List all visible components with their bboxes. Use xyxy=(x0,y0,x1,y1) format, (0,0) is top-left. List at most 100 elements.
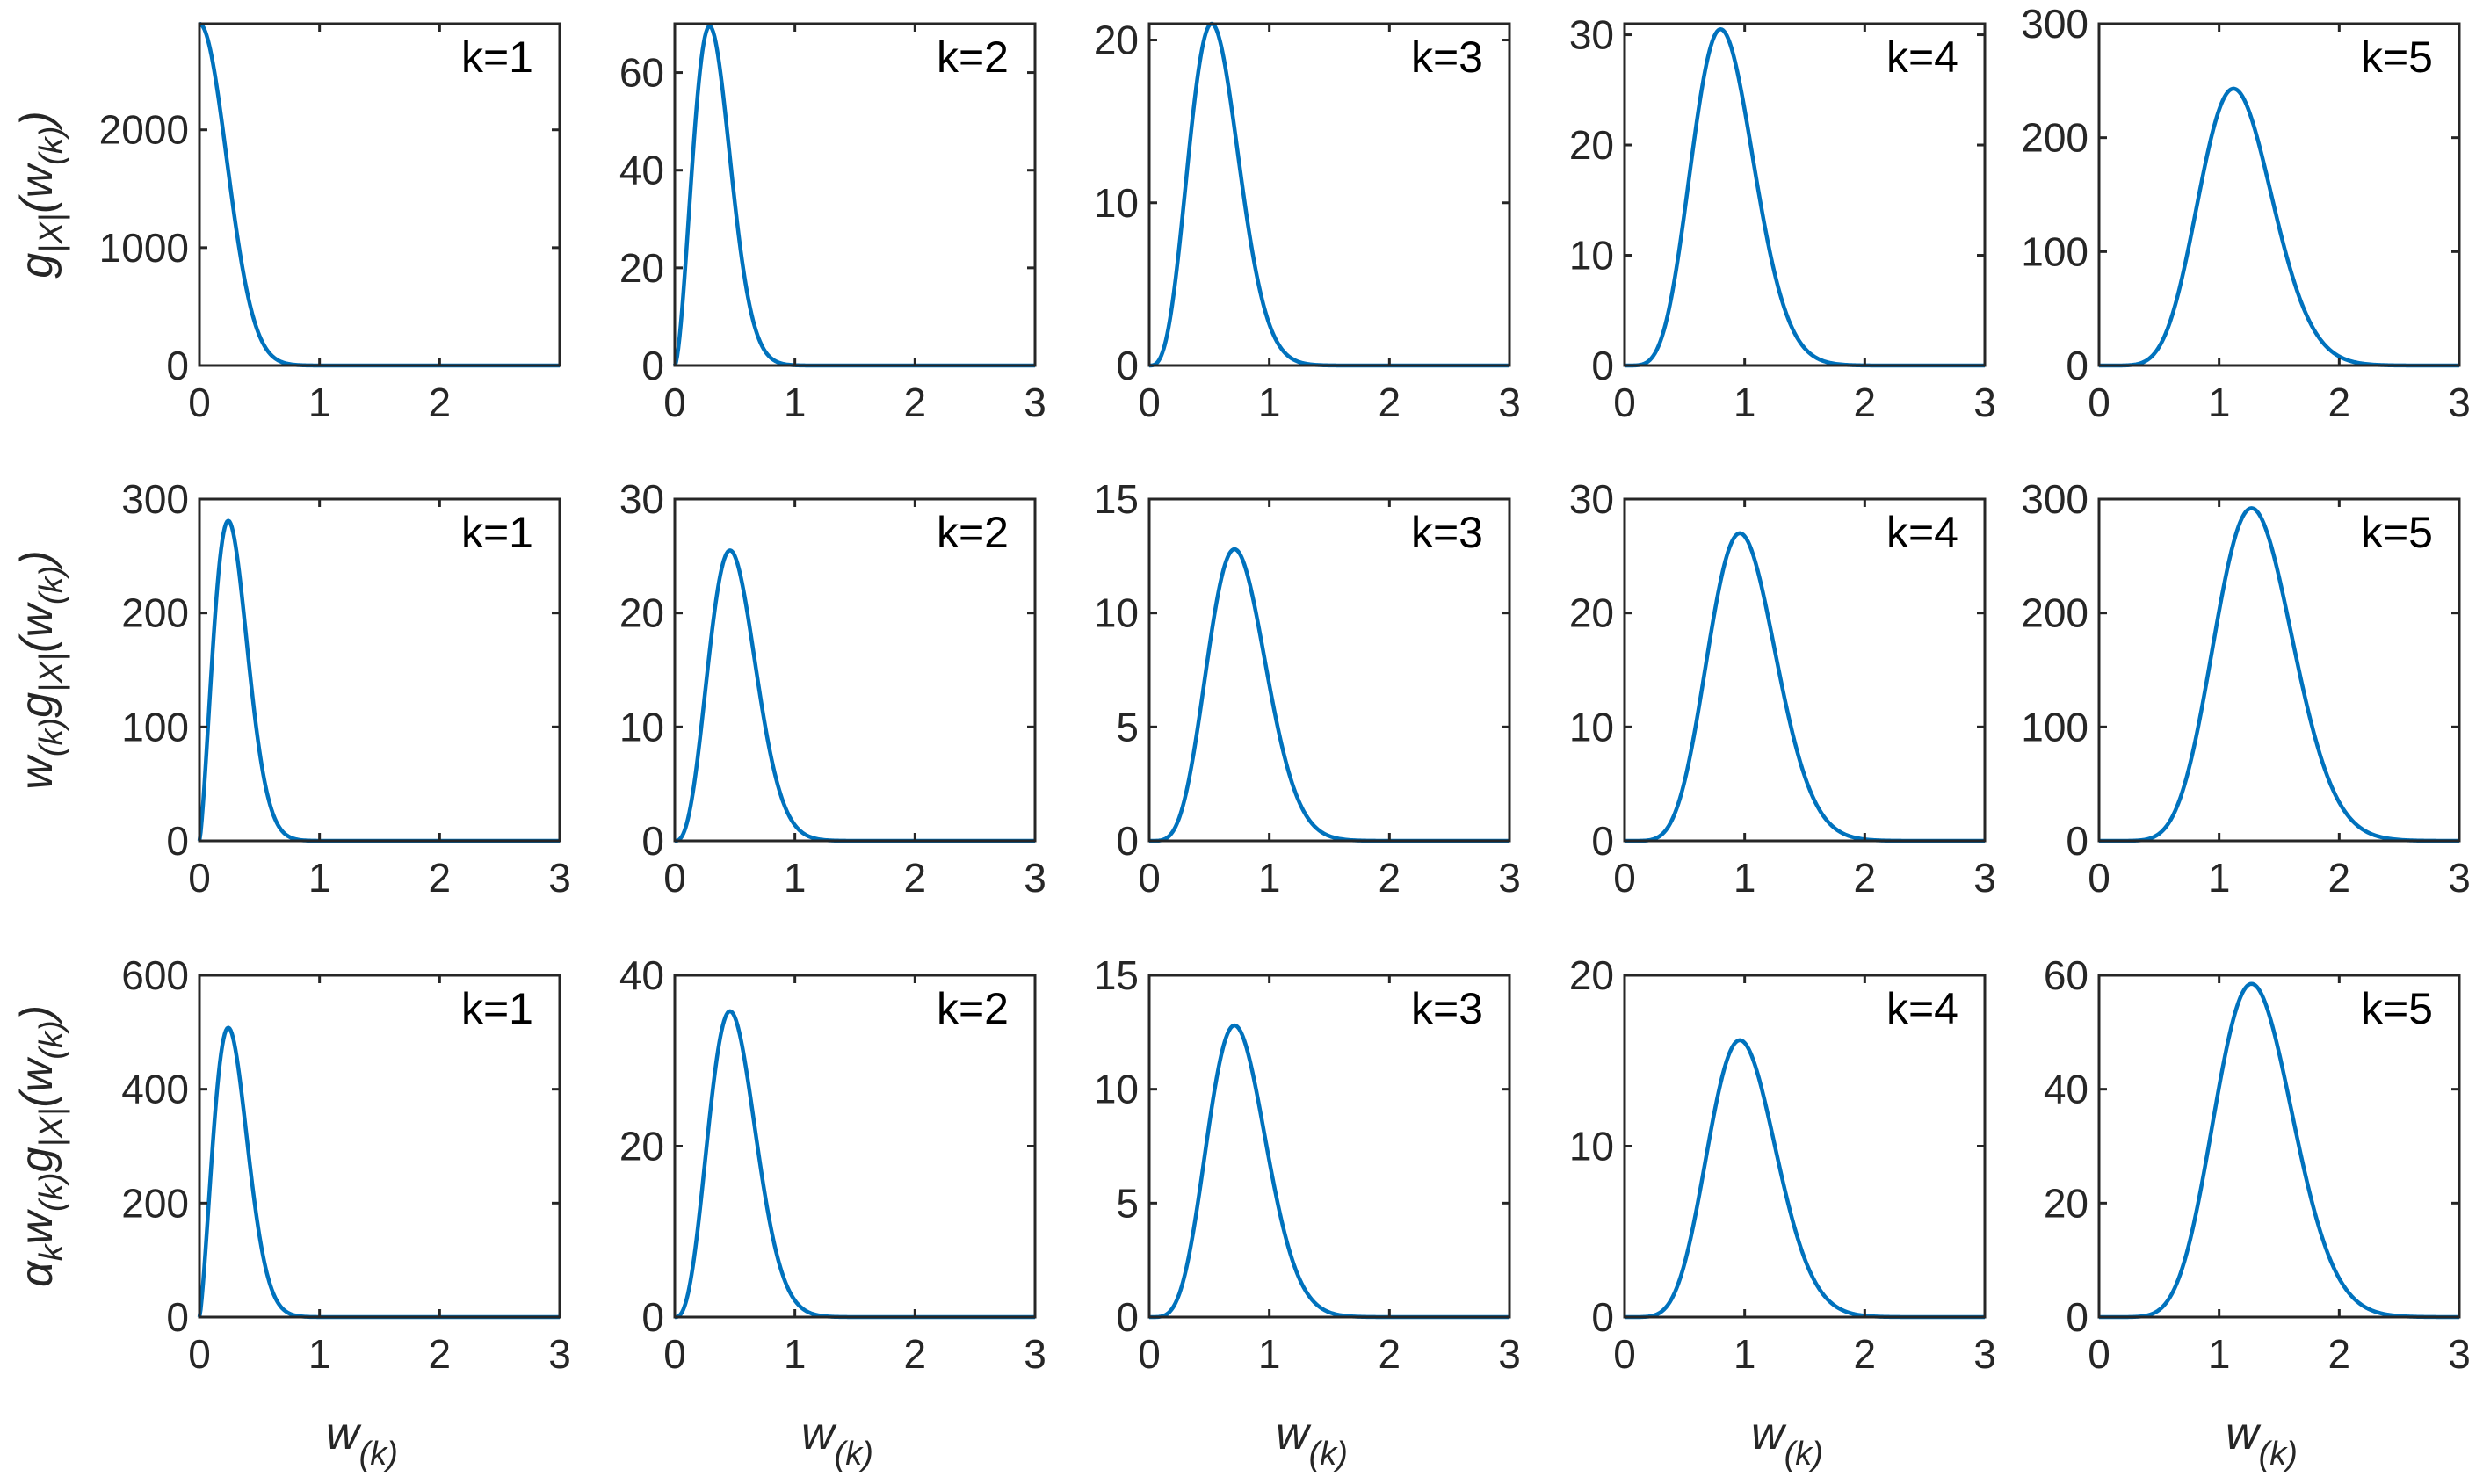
y-tick-label: 200 xyxy=(121,1180,189,1226)
panel-k-label: k=2 xyxy=(937,984,1009,1033)
x-tick-label: 2 xyxy=(1379,380,1401,425)
x-tick-label: 2 xyxy=(429,1331,452,1377)
y-tick-label: 0 xyxy=(166,818,189,864)
x-tick-label: 0 xyxy=(1138,1331,1161,1377)
x-axis-title: w(k) xyxy=(2226,1408,2298,1473)
series-line xyxy=(2098,506,2460,843)
axes-box xyxy=(1147,22,1511,367)
y-tick-label: 20 xyxy=(1094,18,1139,63)
axes-box xyxy=(198,974,561,1319)
panel-k-label: k=3 xyxy=(1411,984,1483,1033)
axes-box xyxy=(198,22,561,367)
y-tick-label: 15 xyxy=(1094,952,1139,998)
panel-r3-c5: 0 1 2 3 0 20 40 60 k=5 w(k) xyxy=(2044,952,2471,1473)
x-tick-label: 0 xyxy=(663,1331,686,1377)
x-tick-label: 1 xyxy=(308,855,331,901)
x-tick-label: 1 xyxy=(308,1331,331,1377)
panel-r2-c3: 0 1 2 3 0 5 10 15 k=3 xyxy=(1094,476,1521,901)
x-tick-label: 3 xyxy=(2448,380,2471,425)
x-tick-label: 0 xyxy=(1138,855,1161,901)
y-tick-label: 0 xyxy=(1591,343,1614,388)
x-tick-label: 2 xyxy=(429,855,452,901)
panel-k-label: k=4 xyxy=(1886,508,1958,557)
y-tick-label: 300 xyxy=(2021,476,2088,522)
y-tick-label: 0 xyxy=(166,343,189,388)
y-tick-label: 0 xyxy=(1591,818,1614,864)
y-tick-label: 20 xyxy=(619,1124,664,1169)
panel-r3-c2: 0 1 2 3 0 20 40 k=2 w(k) xyxy=(619,952,1046,1473)
x-tick-label: 2 xyxy=(1379,855,1401,901)
x-tick-label: 0 xyxy=(188,855,211,901)
y-tick-label: 5 xyxy=(1116,704,1139,749)
x-tick-label: 1 xyxy=(1734,380,1756,425)
y-tick-label: 30 xyxy=(619,476,664,522)
x-tick-label: 0 xyxy=(663,380,686,425)
panel-r2-c1: 0 1 2 3 0 100 200 300 k=1 xyxy=(121,476,571,901)
y-tick-label: 200 xyxy=(2021,590,2088,636)
y-tick-label: 1000 xyxy=(99,225,189,271)
x-tick-label: 3 xyxy=(1498,1331,1521,1377)
x-tick-label: 0 xyxy=(2088,1331,2110,1377)
panel-k-label: k=3 xyxy=(1411,33,1483,82)
x-tick-label: 2 xyxy=(429,380,452,425)
y-tick-label: 600 xyxy=(121,952,189,998)
y-tick-label: 20 xyxy=(2044,1180,2088,1226)
y-tick-label: 0 xyxy=(2066,1294,2088,1340)
y-tick-label: 20 xyxy=(619,590,664,636)
series-line xyxy=(197,1025,561,1320)
panel-k-label: k=5 xyxy=(2361,984,2433,1033)
series-line xyxy=(1148,1023,1510,1320)
row-2-y-axis-title: w(k)g|X|(w(k)) xyxy=(11,550,70,789)
panel-r3-c4: 0 1 2 3 0 10 20 k=4 w(k) xyxy=(1569,952,1996,1473)
x-tick-label: 2 xyxy=(904,380,927,425)
x-tick-label: 2 xyxy=(1379,1331,1401,1377)
row-1-y-axis-title: g|X|(w(k)) xyxy=(11,111,70,279)
y-tick-label: 20 xyxy=(1569,590,1614,636)
y-tick-label: 0 xyxy=(641,818,664,864)
panel-r3-c3: 0 1 2 3 0 5 10 15 k=3 w(k) xyxy=(1094,952,1521,1473)
x-tick-label: 0 xyxy=(2088,855,2110,901)
y-tick-label: 30 xyxy=(1569,476,1614,522)
panel-k-label: k=3 xyxy=(1411,508,1483,557)
y-tick-label: 200 xyxy=(2021,115,2088,161)
x-axis-title: w(k) xyxy=(1751,1408,1823,1473)
axes-box xyxy=(673,22,1037,367)
series-line xyxy=(674,1009,1036,1320)
panel-k-label: k=1 xyxy=(461,508,533,557)
y-tick-label: 100 xyxy=(2021,704,2088,749)
y-tick-label: 0 xyxy=(1116,343,1139,388)
x-axis-title: w(k) xyxy=(326,1408,398,1473)
x-tick-label: 0 xyxy=(663,855,686,901)
y-tick-label: 40 xyxy=(619,952,664,998)
y-tick-label: 0 xyxy=(641,1294,664,1340)
y-tick-label: 100 xyxy=(2021,228,2088,274)
series-line xyxy=(1148,547,1510,843)
x-tick-label: 1 xyxy=(784,855,807,901)
series-line xyxy=(1624,1038,1986,1320)
panel-k-label: k=1 xyxy=(461,984,533,1033)
panel-k-label: k=2 xyxy=(937,508,1009,557)
axes-box xyxy=(198,497,561,843)
panel-k-label: k=1 xyxy=(461,33,533,82)
y-tick-label: 2000 xyxy=(99,107,189,153)
axes-box xyxy=(2097,974,2461,1319)
y-tick-label: 10 xyxy=(1094,180,1139,226)
x-tick-label: 2 xyxy=(1854,380,1877,425)
axes-box xyxy=(2097,22,2461,367)
x-tick-label: 2 xyxy=(2328,855,2351,901)
panel-r3-c1: 0 1 2 3 0 200 400 600 k=1 w(k) xyxy=(121,952,571,1473)
x-tick-label: 2 xyxy=(1854,855,1877,901)
x-tick-label: 1 xyxy=(784,1331,807,1377)
y-tick-label: 40 xyxy=(619,148,664,193)
y-tick-label: 20 xyxy=(619,245,664,291)
y-tick-label: 30 xyxy=(1569,12,1614,58)
x-tick-label: 3 xyxy=(2448,1331,2471,1377)
axes-box xyxy=(1147,497,1511,843)
y-tick-label: 0 xyxy=(1116,818,1139,864)
panel-r2-c5: 0 1 2 3 0 100 200 300 k=5 xyxy=(2021,476,2471,901)
x-tick-label: 0 xyxy=(2088,380,2110,425)
y-tick-label: 0 xyxy=(2066,343,2088,388)
